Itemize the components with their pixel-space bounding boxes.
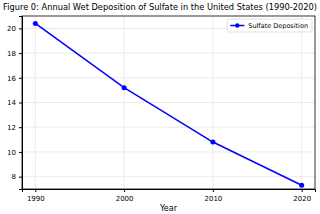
tick-label: 2010 <box>204 195 222 203</box>
tick-label: 2020 <box>293 195 311 203</box>
marker <box>299 183 304 188</box>
tick: 2010 <box>204 189 222 203</box>
tick-mark <box>19 177 22 178</box>
tick-label: 16 <box>7 75 16 83</box>
tick: 18 <box>7 50 22 58</box>
grid-line <box>22 77 315 78</box>
tick-mark <box>19 103 22 104</box>
tick: 1990 <box>27 189 45 203</box>
tick: 8 <box>12 173 22 181</box>
legend: Sulfate Deposition <box>227 19 312 32</box>
marker <box>210 140 215 145</box>
grid-line <box>22 127 315 128</box>
tick: 16 <box>7 75 22 83</box>
axis-line <box>23 190 316 193</box>
tick-mark <box>19 53 22 54</box>
grid-line <box>22 102 315 103</box>
tick-label: 1990 <box>27 195 45 203</box>
tick-label: 20 <box>7 25 16 33</box>
series-line <box>35 23 301 185</box>
legend-box <box>227 19 312 32</box>
tick-mark <box>124 189 125 192</box>
grid-line <box>22 151 315 152</box>
marker <box>33 21 38 26</box>
y-axis: 8 10 12 14 16 18 20 <box>7 17 22 190</box>
legend-item: Sulfate Deposition <box>230 22 308 30</box>
tick: 14 <box>7 99 22 107</box>
tick-label: 12 <box>7 124 16 132</box>
tick-mark <box>19 152 22 153</box>
tick: 2020 <box>293 189 311 203</box>
data-marks <box>33 21 304 188</box>
tick-label: 18 <box>7 50 16 58</box>
tick-mark <box>19 28 22 29</box>
tick: 10 <box>7 149 22 157</box>
chart: Figure 0: Annual Wet Deposition of Sulfa… <box>0 0 320 214</box>
title: Figure 0: Annual Wet Deposition of Sulfa… <box>3 2 317 12</box>
plot-area: 1990 2000 2010 2020 8 10 12 14 16 18 20 Sulfate Dep… <box>7 16 315 203</box>
tick-label: 8 <box>12 173 16 181</box>
tick-mark <box>19 127 22 128</box>
tick-label: 10 <box>7 149 16 157</box>
grid-line <box>22 53 315 54</box>
grid-line <box>22 176 315 177</box>
marker <box>122 85 127 90</box>
tick: 2000 <box>116 189 134 203</box>
tick: 20 <box>7 25 22 33</box>
x-axis-label: Year <box>159 204 178 213</box>
plot-frame <box>22 16 315 189</box>
x-axis: 1990 2000 2010 2020 <box>23 189 316 203</box>
legend-label: Sulfate Deposition <box>248 22 308 30</box>
tick: 12 <box>7 124 22 132</box>
grid <box>22 16 315 189</box>
tick-mark <box>19 78 22 79</box>
tick-mark <box>213 189 214 192</box>
tick-mark <box>35 189 36 192</box>
tick-mark <box>302 189 303 192</box>
tick-label: 2000 <box>116 195 134 203</box>
tick-label: 14 <box>7 99 16 107</box>
legend-marker <box>235 23 239 27</box>
